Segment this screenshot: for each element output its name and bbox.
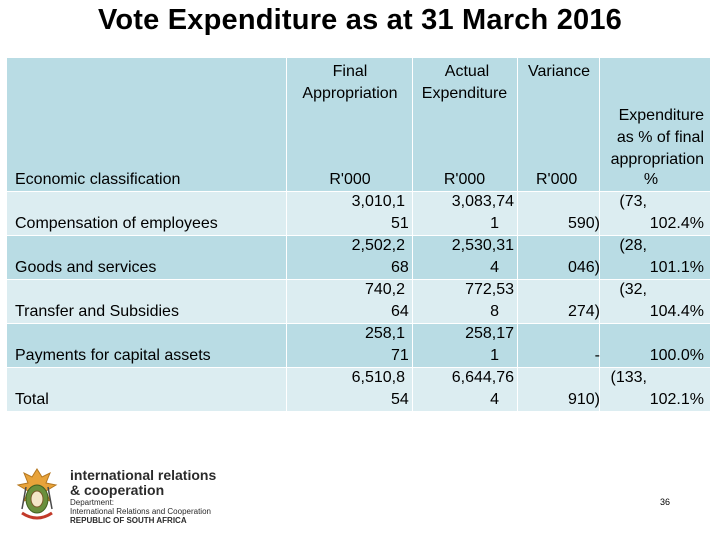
table-row-bg	[7, 235, 710, 279]
actual-expenditure-bottom: 8	[490, 303, 499, 320]
header-pct-line3: appropriation	[610, 151, 704, 168]
brand-line-3: Department:	[70, 498, 115, 507]
header-variance: Variance	[528, 63, 590, 80]
actual-expenditure-bottom: 4	[490, 391, 499, 408]
pct-of-appropriation: 102.4%	[649, 215, 704, 232]
variance-bottom: 046)	[567, 259, 600, 276]
final-appropriation-bottom: 54	[391, 391, 409, 408]
brand-line-1: international relations	[70, 467, 217, 483]
coat-of-arms-icon	[12, 465, 62, 527]
page-number: 36	[660, 497, 671, 507]
row-classification: Total	[15, 391, 49, 408]
final-appropriation-bottom: 68	[391, 259, 409, 276]
header-actual-line1: Actual	[444, 63, 490, 80]
brand-line-4: International Relations and Cooperation	[70, 507, 211, 516]
department-brand: international relations & cooperation De…	[70, 467, 217, 526]
row-divider	[7, 279, 710, 280]
actual-expenditure-bottom: 1	[490, 215, 499, 232]
header-pct-unit: %	[643, 171, 659, 188]
variance-top: (133,	[610, 369, 647, 386]
variance-top: (73,	[619, 193, 647, 210]
column-divider	[517, 58, 518, 411]
variance-bottom: 274)	[567, 303, 600, 320]
pct-of-appropriation: 102.1%	[649, 391, 704, 408]
row-classification: Payments for capital assets	[15, 347, 211, 364]
header-actual-line2: Expenditure	[421, 85, 508, 102]
variance-bottom: 910)	[567, 391, 600, 408]
final-appropriation-top: 6,510,8	[351, 369, 405, 386]
expenditure-table: Final Appropriation Actual Expenditure V…	[7, 58, 710, 411]
header-final-unit: R'000	[329, 171, 371, 188]
variance-bottom: -	[594, 347, 600, 364]
pct-of-appropriation: 100.0%	[649, 347, 704, 364]
final-appropriation-top: 740,2	[364, 281, 405, 298]
variance-top: (32,	[619, 281, 647, 298]
header-final-line2: Appropriation	[302, 85, 398, 102]
header-pct-line1: Expenditure	[618, 107, 704, 124]
actual-expenditure-top: 258,17	[465, 325, 514, 342]
actual-expenditure-top: 3,083,74	[451, 193, 514, 210]
variance-bottom: 590)	[567, 215, 600, 232]
actual-expenditure-top: 2,530,31	[451, 237, 514, 254]
column-divider	[286, 58, 287, 411]
slide-title: Vote Expenditure as at 31 March 2016	[97, 4, 623, 36]
final-appropriation-bottom: 71	[391, 347, 409, 364]
final-appropriation-top: 2,502,2	[351, 237, 405, 254]
variance-top: (28,	[619, 237, 647, 254]
brand-line-5: REPUBLIC OF SOUTH AFRICA	[70, 516, 187, 525]
header-final-line1: Final	[332, 63, 368, 80]
pct-of-appropriation: 101.1%	[649, 259, 704, 276]
column-divider	[412, 58, 413, 411]
table-header-bg	[7, 58, 710, 191]
row-classification: Goods and services	[15, 259, 157, 276]
header-pct-line2: as % of final	[616, 129, 704, 146]
column-divider	[599, 58, 600, 411]
header-actual-unit: R'000	[443, 171, 486, 188]
final-appropriation-bottom: 64	[391, 303, 409, 320]
table-row-bg	[7, 323, 710, 367]
row-classification: Compensation of employees	[15, 215, 218, 232]
brand-line-2: & cooperation	[70, 482, 165, 498]
final-appropriation-top: 3,010,1	[351, 193, 405, 210]
header-variance-unit: R'000	[536, 171, 578, 188]
actual-expenditure-top: 6,644,76	[451, 369, 514, 386]
table-row-bg	[7, 367, 710, 411]
row-divider	[7, 235, 710, 236]
header-economic-classification: Economic classification	[15, 171, 181, 188]
final-appropriation-top: 258,1	[364, 325, 405, 342]
row-divider	[7, 323, 710, 324]
row-classification: Transfer and Subsidies	[15, 303, 179, 320]
row-divider	[7, 367, 710, 368]
table-row-bg	[7, 191, 710, 235]
row-divider	[7, 191, 710, 192]
actual-expenditure-bottom: 4	[490, 259, 499, 276]
final-appropriation-bottom: 51	[391, 215, 409, 232]
actual-expenditure-top: 772,53	[465, 281, 514, 298]
table-row-bg	[7, 279, 710, 323]
pct-of-appropriation: 104.4%	[649, 303, 704, 320]
actual-expenditure-bottom: 1	[490, 347, 499, 364]
